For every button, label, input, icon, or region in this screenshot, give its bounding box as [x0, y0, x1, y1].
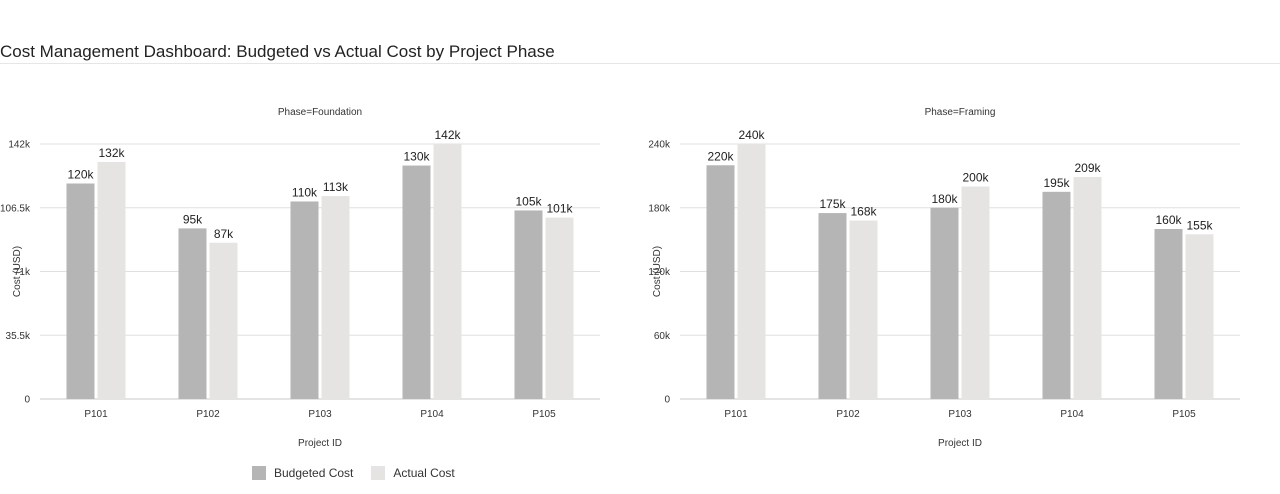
chart-1-xlabel: Project ID — [298, 438, 342, 449]
chart-2-bar-budgeted — [1154, 229, 1183, 399]
chart-2-xtick-label: P101 — [724, 409, 748, 420]
page-title: Cost Management Dashboard: Budgeted vs A… — [0, 42, 555, 61]
chart-2-title: Phase=Framing — [925, 107, 996, 118]
chart-2-bar-budgeted — [1042, 191, 1071, 399]
chart-2-data-label: 160k — [1155, 213, 1182, 227]
chart-1-bar-actual — [545, 217, 574, 399]
chart-1-xtick-label: P103 — [308, 409, 332, 420]
chart-1-data-label: 95k — [183, 212, 203, 226]
chart-2-xtick-label: P103 — [948, 409, 972, 420]
chart-1-data-label: 120k — [67, 168, 94, 182]
chart-2-data-label: 155k — [1186, 218, 1213, 232]
chart-1-bar-actual — [97, 161, 126, 399]
chart-2-data-label: 175k — [819, 197, 846, 211]
chart-1-xtick-label: P105 — [532, 409, 556, 420]
chart-1-ytick-label: 142k — [8, 140, 31, 151]
chart-1-data-label: 113k — [323, 180, 349, 194]
chart-2-data-label: 195k — [1043, 176, 1070, 190]
chart-2-xlabel: Project ID — [938, 438, 982, 449]
chart-2-xtick-label: P104 — [1060, 409, 1084, 420]
chart-2-bar-budgeted — [930, 207, 959, 399]
chart-2-xtick-label: P105 — [1172, 409, 1196, 420]
chart-2-ytick-label: 60k — [654, 331, 671, 342]
chart-1-bar-budgeted — [178, 228, 207, 399]
chart-1-data-label: 101k — [546, 202, 573, 216]
chart-2-data-label: 168k — [850, 205, 877, 219]
chart-2-ytick-label: 240k — [648, 140, 671, 151]
chart-2-bar-actual — [1185, 234, 1214, 399]
chart-1-bar-actual — [433, 144, 462, 399]
legend-swatch-actual — [371, 466, 386, 480]
chart-1-data-label: 87k — [214, 227, 234, 241]
chart-1-ylabel: Cost (USD) — [12, 246, 23, 297]
legend-swatch-budgeted — [252, 466, 266, 480]
title-divider — [0, 63, 1280, 64]
chart-1-bar-budgeted — [66, 183, 95, 399]
chart-1-data-label: 132k — [98, 146, 125, 160]
chart-2-bar-actual — [961, 186, 990, 399]
chart-2-ytick-label: 180k — [648, 203, 671, 214]
chart-2-data-label: 180k — [931, 192, 958, 206]
chart-1-title: Phase=Foundation — [278, 107, 362, 118]
chart-2-ylabel: Cost (USD) — [652, 246, 663, 297]
chart-1-xtick-label: P101 — [84, 409, 108, 420]
chart-2-data-label: 200k — [962, 171, 989, 185]
chart-1-ytick-label: 106.5k — [0, 203, 31, 214]
legend-item-actual[interactable]: Actual Cost — [371, 466, 455, 480]
chart-1-bar-actual — [209, 242, 238, 399]
chart-2-bar-actual — [849, 220, 878, 399]
chart-1-bar-budgeted — [514, 210, 543, 399]
chart-1-bar-budgeted — [402, 165, 431, 399]
chart-2-bar-actual — [1073, 176, 1102, 399]
chart-2-data-label: 209k — [1074, 161, 1101, 175]
chart-legend: Budgeted Cost Actual Cost — [252, 466, 473, 480]
chart-1-data-label: 130k — [403, 150, 430, 164]
chart-1-ytick-label: 35.5k — [6, 331, 31, 342]
chart-2-bar-actual — [737, 144, 766, 399]
legend-item-budgeted[interactable]: Budgeted Cost — [252, 466, 353, 480]
chart-1-ytick-label: 71k — [14, 267, 31, 278]
chart-1-data-label: 110k — [292, 185, 318, 199]
chart-2-bar-budgeted — [706, 165, 735, 399]
chart-2-ytick-label: 0 — [664, 395, 670, 406]
chart-1-xtick-label: P104 — [420, 409, 444, 420]
chart-2-xtick-label: P102 — [836, 409, 860, 420]
chart-2-data-label: 240k — [738, 128, 765, 142]
chart-2-data-label: 220k — [707, 149, 734, 163]
chart-1-xtick-label: P102 — [196, 409, 220, 420]
legend-label-actual: Actual Cost — [393, 466, 455, 480]
chart-2-bar-budgeted — [818, 213, 847, 399]
chart-1-data-label: 142k — [434, 128, 461, 142]
legend-label-budgeted: Budgeted Cost — [274, 466, 354, 480]
chart-1-data-label: 105k — [515, 194, 542, 208]
chart-1-bar-actual — [321, 196, 350, 399]
chart-2-ytick-label: 120k — [648, 267, 671, 278]
chart-1-bar-budgeted — [290, 201, 319, 399]
chart-1-ytick-label: 0 — [24, 395, 30, 406]
